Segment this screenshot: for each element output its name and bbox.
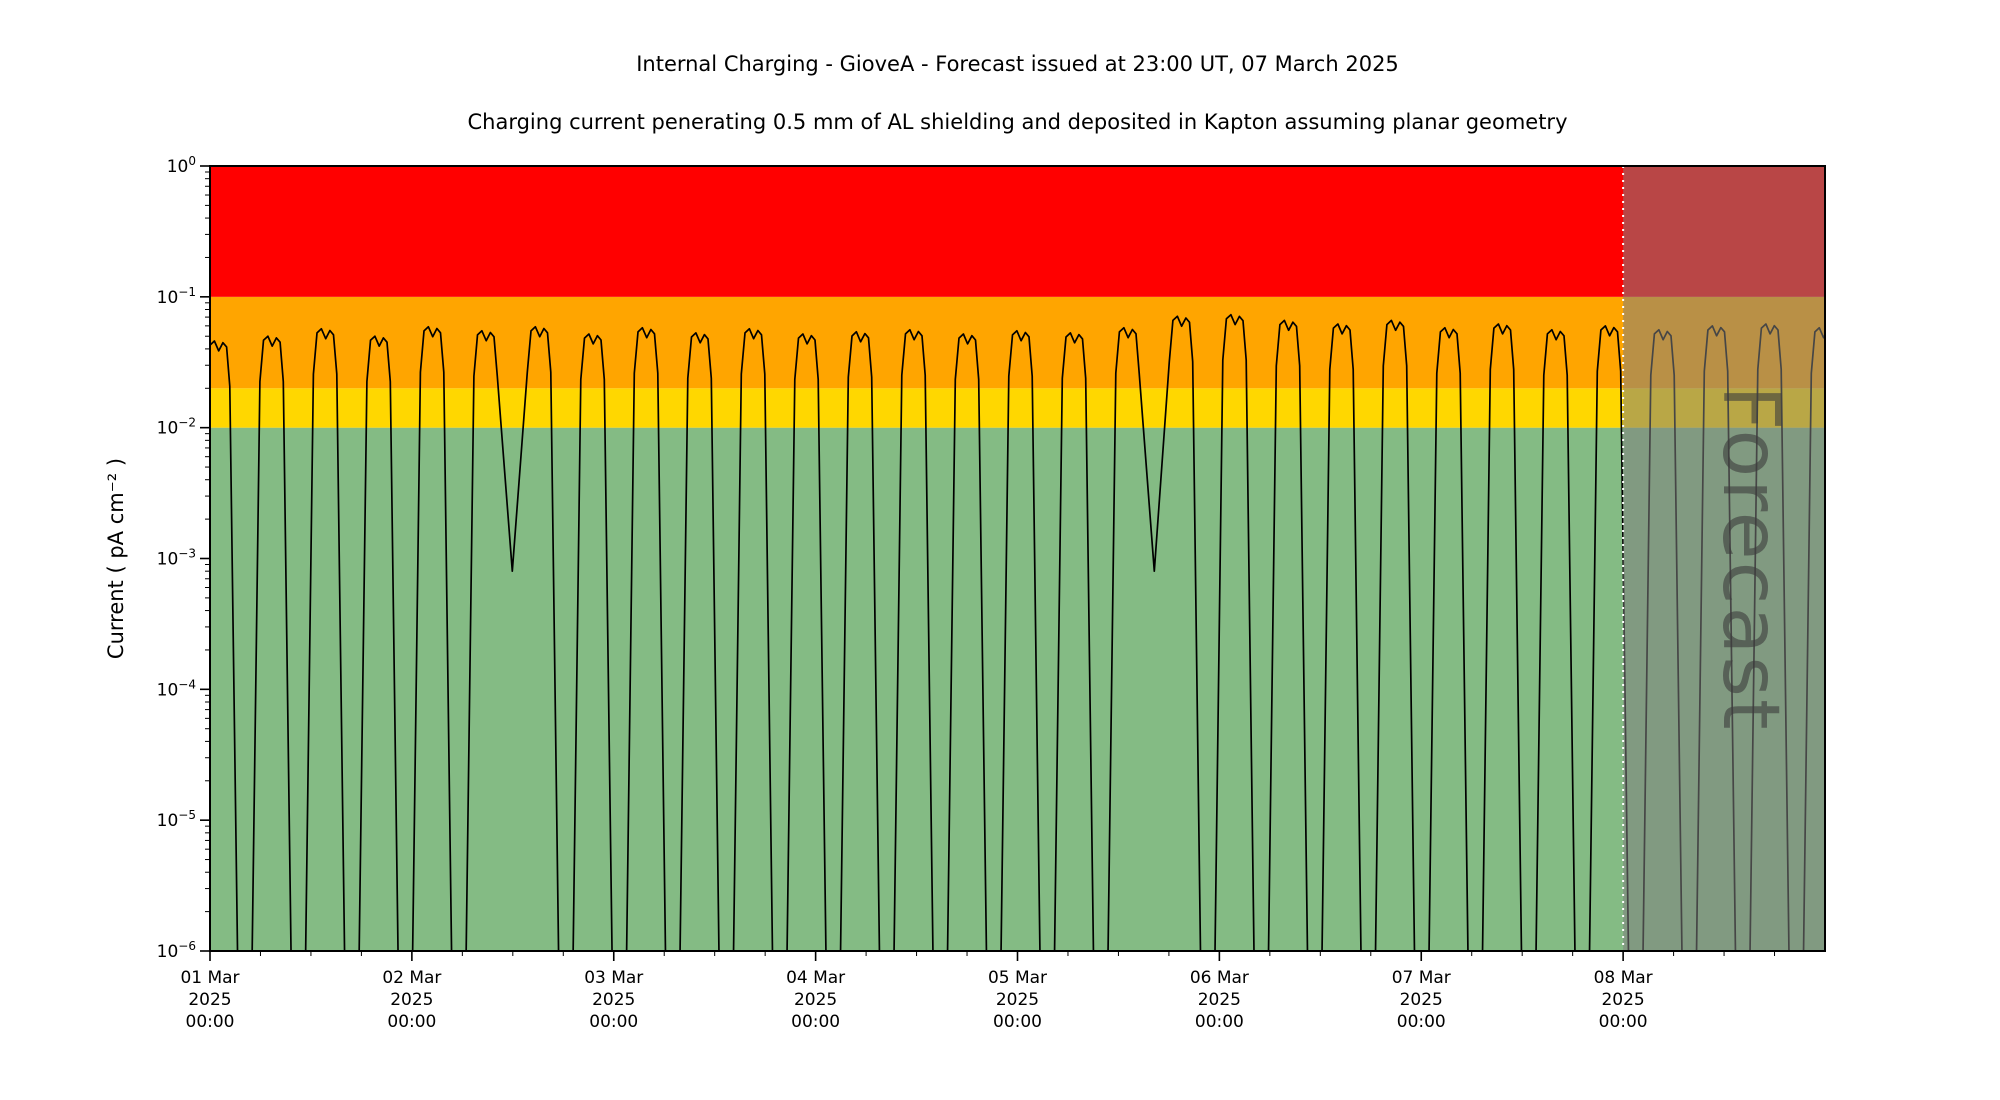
x-tick-label: 06 Mar 2025 00:00 [1190,968,1249,1032]
y-tick-label: 10−6 [157,939,196,962]
y-tick-label: 10−2 [157,416,196,439]
band-caution [210,388,1825,428]
charging-current-line [210,313,1825,951]
chart-subtitle: Charging current penerating 0.5 mm of AL… [467,110,1568,134]
x-tick-label: 08 Mar 2025 00:00 [1594,968,1653,1032]
y-tick-label: 100 [167,154,196,177]
forecast-label: Forecast [1705,385,1795,731]
y-axis-label: Current ( pA cm⁻² ) [104,458,128,659]
x-tick-label: 03 Mar 2025 00:00 [584,968,643,1032]
threshold-bands [210,166,1825,951]
chart-title: Internal Charging - GioveA - Forecast is… [636,52,1399,76]
band-elevated [210,296,1825,389]
y-tick-label: 10−1 [157,285,196,308]
y-tick-label: 10−4 [157,677,196,700]
y-tick-label: 10−5 [157,808,196,831]
y-tick-label: 10−3 [157,547,196,570]
x-axis: 01 Mar 2025 00:00 02 Mar 2025 00:00 03 Mar 2025… [180,951,1776,1032]
x-tick-label: 05 Mar 2025 00:00 [988,968,1047,1032]
forecast-overlay-region [1623,166,1825,951]
x-tick-label: 01 Mar 2025 00:00 [180,968,239,1032]
band-nominal [210,427,1825,951]
y-axis: 100 10−1 10−2 10−3 10−4 10−5 10−6 [157,154,210,962]
x-tick-label: 02 Mar 2025 00:00 [382,968,441,1032]
band-alert [210,166,1825,297]
x-tick-label: 07 Mar 2025 00:00 [1392,968,1451,1032]
x-tick-label: 04 Mar 2025 00:00 [786,968,845,1032]
